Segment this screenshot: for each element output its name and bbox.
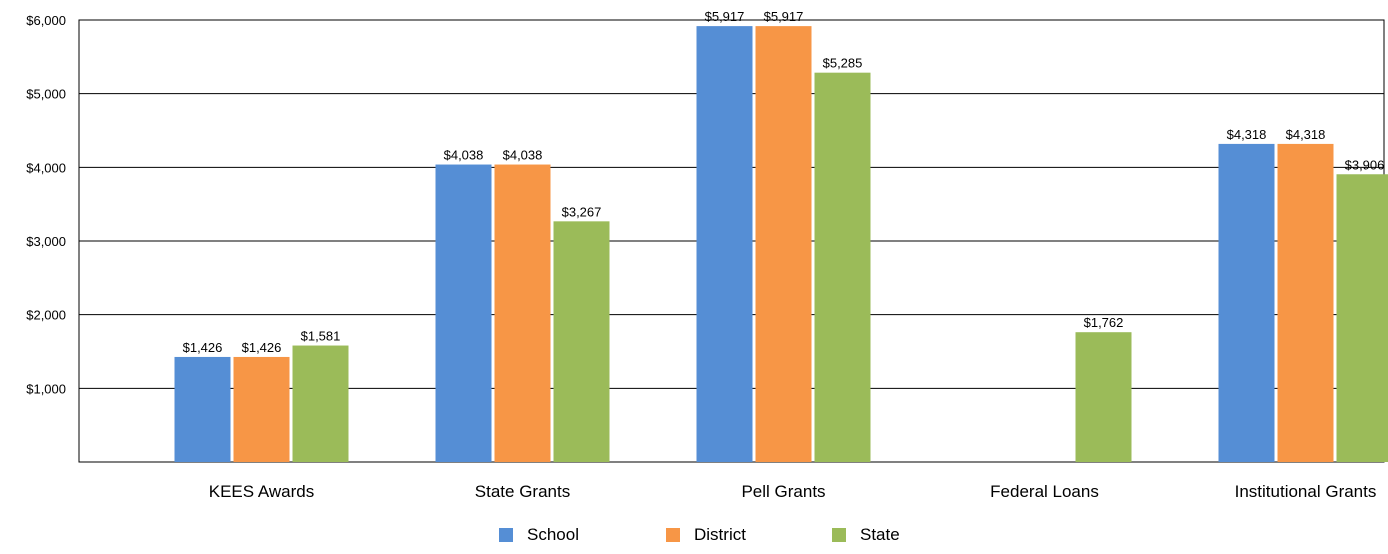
bar-district	[755, 26, 812, 463]
bar-state	[1336, 174, 1388, 462]
bar-school	[435, 164, 492, 462]
legend: School District State	[0, 522, 1388, 548]
y-tick-label: $5,000	[26, 87, 66, 102]
data-label: $3,906	[1345, 157, 1385, 172]
legend-item-state: State	[832, 522, 900, 548]
data-label: $1,426	[183, 340, 223, 355]
bar-state	[553, 221, 610, 462]
x-category-label: KEES Awards	[209, 482, 315, 501]
x-category-label: State Grants	[475, 482, 570, 501]
x-category-label: Federal Loans	[990, 482, 1099, 501]
y-tick-label: $3,000	[26, 234, 66, 249]
data-label: $4,038	[503, 148, 543, 163]
data-label: $1,581	[301, 329, 341, 344]
bar-chart-plot: $1,000 $2,000 $3,000 $4,000 $5,000 $6,000 $1,4…	[26, 9, 1388, 501]
bar-school	[174, 356, 231, 462]
legend-label-school: School	[527, 525, 579, 544]
data-label: $4,318	[1286, 127, 1326, 142]
legend-swatch-district	[666, 528, 680, 542]
legend-item-district: District	[666, 522, 746, 548]
legend-label-district: District	[694, 525, 746, 544]
data-label: $3,267	[562, 204, 602, 219]
y-tick-label: $2,000	[26, 308, 66, 323]
data-label: $5,917	[705, 9, 745, 24]
y-tick-label: $6,000	[26, 13, 66, 28]
data-label: $5,917	[764, 9, 804, 24]
bar-school	[696, 26, 753, 463]
data-label: $1,762	[1084, 315, 1124, 330]
bar-school	[1218, 143, 1275, 462]
legend-swatch-state	[832, 528, 846, 542]
bar-district	[233, 356, 290, 462]
legend-label-state: State	[860, 525, 900, 544]
legend-item-school: School	[499, 522, 579, 548]
data-label: $4,318	[1227, 127, 1267, 142]
bar-state	[1075, 332, 1132, 462]
bar-district	[1277, 143, 1334, 462]
y-tick-label: $4,000	[26, 160, 66, 175]
bar-state	[814, 72, 871, 463]
y-tick-label: $1,000	[26, 381, 66, 396]
bar-district	[494, 164, 551, 462]
legend-swatch-school	[499, 528, 513, 542]
data-label: $4,038	[444, 148, 484, 163]
x-category-label: Pell Grants	[741, 482, 825, 501]
data-label: $1,426	[242, 340, 282, 355]
data-label: $5,285	[823, 56, 863, 71]
x-category-label: Institutional Grants	[1235, 482, 1377, 501]
bar-state	[292, 345, 349, 462]
